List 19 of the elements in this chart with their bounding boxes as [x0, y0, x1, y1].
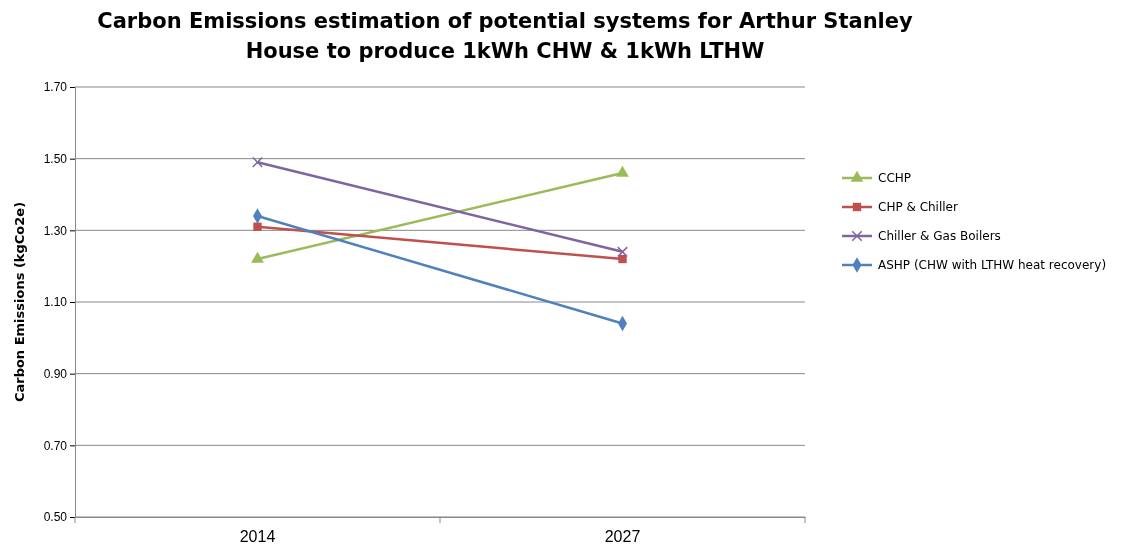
y-tick-label: 1.70 [43, 80, 68, 95]
y-tick-label: 0.90 [43, 367, 68, 382]
legend-label: Chiller & Gas Boilers [878, 229, 1001, 243]
legend-label: CHP & Chiller [878, 200, 958, 214]
y-tick-label: 1.50 [43, 152, 68, 167]
point [618, 254, 627, 264]
point [252, 156, 263, 168]
y-tick-label: 1.30 [43, 223, 68, 238]
y-tick-label: 0.50 [43, 510, 68, 525]
legend-label: ASHP (CHW with LTHW heat recovery) [878, 258, 1107, 272]
point [617, 246, 628, 258]
y-tick-label: 0.70 [43, 438, 68, 453]
y-axis-title: Carbon Emissions (kgCo2e) [12, 201, 27, 403]
chart-title: Carbon Emissions estimation of potential systems for Arthur Stanley House to produce 1kWh CHW & 1kWh LTHW [97, 9, 914, 63]
legend-label: CCHP [878, 171, 912, 185]
y-tick-label: 1.10 [43, 295, 68, 310]
point [253, 222, 262, 231]
x-tick-label: 2014 [239, 528, 276, 546]
x-tick-label: 2027 [604, 528, 641, 546]
